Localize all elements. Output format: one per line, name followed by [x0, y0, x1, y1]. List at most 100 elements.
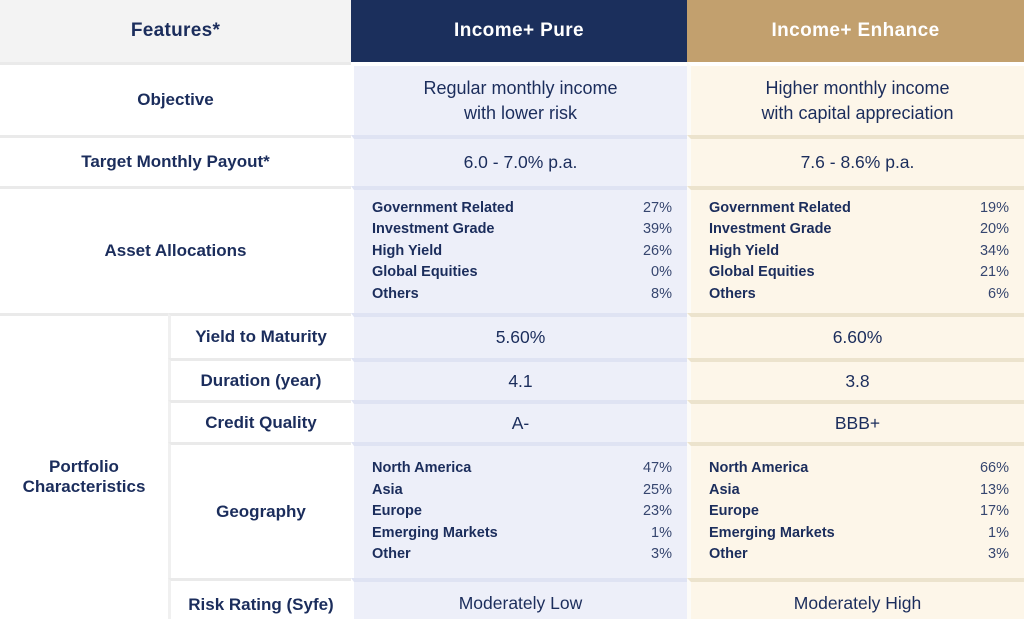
list-item: Others 6% [709, 284, 1009, 306]
asset-allocations-enhance-list: Government Related 19% Investment Grade 20… [691, 198, 1024, 306]
list-item: Other 3% [709, 544, 1009, 566]
allocation-value: 8% [651, 285, 672, 302]
allocation-name: Others [709, 285, 756, 302]
duration-enhance-value: 3.8 [845, 370, 870, 391]
allocation-name: Investment Grade [372, 221, 495, 238]
geography-pure-cell: North America 47% Asia 25% Europe 23% Emerg… [351, 442, 687, 578]
credit-enhance-value: BBB+ [834, 412, 881, 433]
geography-value: 3% [651, 546, 672, 563]
allocation-value: 39% [642, 221, 672, 238]
allocation-value: 19% [979, 199, 1009, 216]
list-item: Others 8% [372, 284, 672, 306]
geography-value: 23% [642, 503, 672, 520]
objective-pure-line2: with lower risk [463, 102, 578, 123]
list-item: Global Equities 21% [709, 262, 1009, 284]
income-enhance-header-label: Income+ Enhance [771, 20, 940, 41]
objective-pure-cell: Regular monthly income with lower risk [351, 62, 687, 135]
portfolio-characteristics-row-label: Portfolio Characteristics [0, 313, 168, 619]
payout-enhance-cell: 7.6 - 8.6% p.a. [687, 135, 1024, 186]
geography-value: 66% [979, 460, 1009, 477]
yield-pure-value: 5.60% [495, 327, 546, 347]
geography-name: North America [709, 460, 809, 477]
portfolio-label-line2: Characteristics [22, 477, 146, 496]
list-item: High Yield 34% [709, 241, 1009, 263]
credit-label-text: Credit Quality [205, 412, 317, 432]
geography-name: Other [709, 546, 748, 563]
list-item: North America 66% [709, 458, 1009, 480]
allocation-name: Government Related [372, 199, 514, 216]
allocation-value: 34% [979, 242, 1009, 259]
yield-enhance-cell: 6.60% [687, 313, 1024, 358]
allocation-value: 21% [979, 264, 1009, 281]
geography-label-text: Geography [216, 501, 306, 521]
list-item: Investment Grade 20% [709, 219, 1009, 241]
list-item: Europe 23% [372, 501, 672, 523]
objective-pure-line1: Regular monthly income [423, 77, 618, 98]
objective-label-text: Objective [137, 90, 214, 109]
list-item: Europe 17% [709, 501, 1009, 523]
geography-name: Emerging Markets [372, 524, 498, 541]
objective-enhance-line2: with capital appreciation [761, 102, 954, 123]
payout-label-text: Target Monthly Payout* [81, 152, 270, 171]
allocation-value: 20% [979, 221, 1009, 238]
yield-pure-cell: 5.60% [351, 313, 687, 358]
payout-pure-cell: 6.0 - 7.0% p.a. [351, 135, 687, 186]
geography-value: 13% [979, 481, 1009, 498]
geography-value: 1% [988, 524, 1009, 541]
list-item: Government Related 27% [372, 198, 672, 220]
geography-row-label: Geography [168, 442, 351, 578]
payout-pure-value: 6.0 - 7.0% p.a. [463, 152, 578, 172]
geography-name: Europe [372, 503, 422, 520]
allocation-name: Global Equities [709, 264, 815, 281]
asset-allocations-row-label: Asset Allocations [0, 186, 351, 313]
payout-row-label: Target Monthly Payout* [0, 135, 351, 186]
asset-allocations-label-text: Asset Allocations [104, 241, 247, 260]
list-item: High Yield 26% [372, 241, 672, 263]
geography-value: 1% [651, 524, 672, 541]
risk-enhance-value: Moderately High [793, 593, 922, 613]
allocation-name: Global Equities [372, 264, 478, 281]
risk-rating-row-label: Risk Rating (Syfe) [168, 578, 351, 619]
credit-pure-value: A- [511, 412, 530, 433]
list-item: Asia 13% [709, 480, 1009, 502]
income-enhance-column-header: Income+ Enhance [687, 0, 1024, 62]
geography-name: Asia [372, 481, 403, 498]
duration-row-label: Duration (year) [168, 358, 351, 400]
allocation-name: Investment Grade [709, 221, 832, 238]
yield-label-text: Yield to Maturity [195, 327, 327, 346]
geography-enhance-list: North America 66% Asia 13% Europe 17% Emerg… [691, 458, 1024, 566]
list-item: Investment Grade 39% [372, 219, 672, 241]
allocation-value: 26% [642, 242, 672, 259]
list-item: Emerging Markets 1% [372, 523, 672, 545]
duration-pure-cell: 4.1 [351, 358, 687, 400]
credit-enhance-cell: BBB+ [687, 400, 1024, 442]
income-pure-column-header: Income+ Pure [351, 0, 687, 62]
geography-enhance-cell: North America 66% Asia 13% Europe 17% Emerg… [687, 442, 1024, 578]
credit-quality-row-label: Credit Quality [168, 400, 351, 442]
features-header-label: Features* [130, 20, 221, 41]
geography-name: North America [372, 460, 472, 477]
geography-name: Other [372, 546, 411, 563]
objective-enhance-line1: Higher monthly income [765, 77, 950, 98]
allocation-name: Government Related [709, 199, 851, 216]
list-item: Global Equities 0% [372, 262, 672, 284]
duration-pure-value: 4.1 [508, 370, 533, 391]
risk-pure-value: Moderately Low [458, 593, 583, 613]
geography-value: 25% [642, 481, 672, 498]
credit-pure-cell: A- [351, 400, 687, 442]
features-column-header: Features* [0, 0, 351, 62]
list-item: Government Related 19% [709, 198, 1009, 220]
risk-label-text: Risk Rating (Syfe) [188, 595, 334, 614]
asset-allocations-pure-list: Government Related 27% Investment Grade 39… [354, 198, 687, 306]
allocation-value: 27% [642, 199, 672, 216]
geography-name: Asia [709, 481, 740, 498]
geography-name: Emerging Markets [709, 524, 835, 541]
risk-pure-cell: Moderately Low [351, 578, 687, 619]
allocation-value: 6% [988, 285, 1009, 302]
geography-value: 17% [979, 503, 1009, 520]
allocation-name: High Yield [372, 242, 443, 259]
duration-enhance-cell: 3.8 [687, 358, 1024, 400]
yield-to-maturity-row-label: Yield to Maturity [168, 313, 351, 358]
